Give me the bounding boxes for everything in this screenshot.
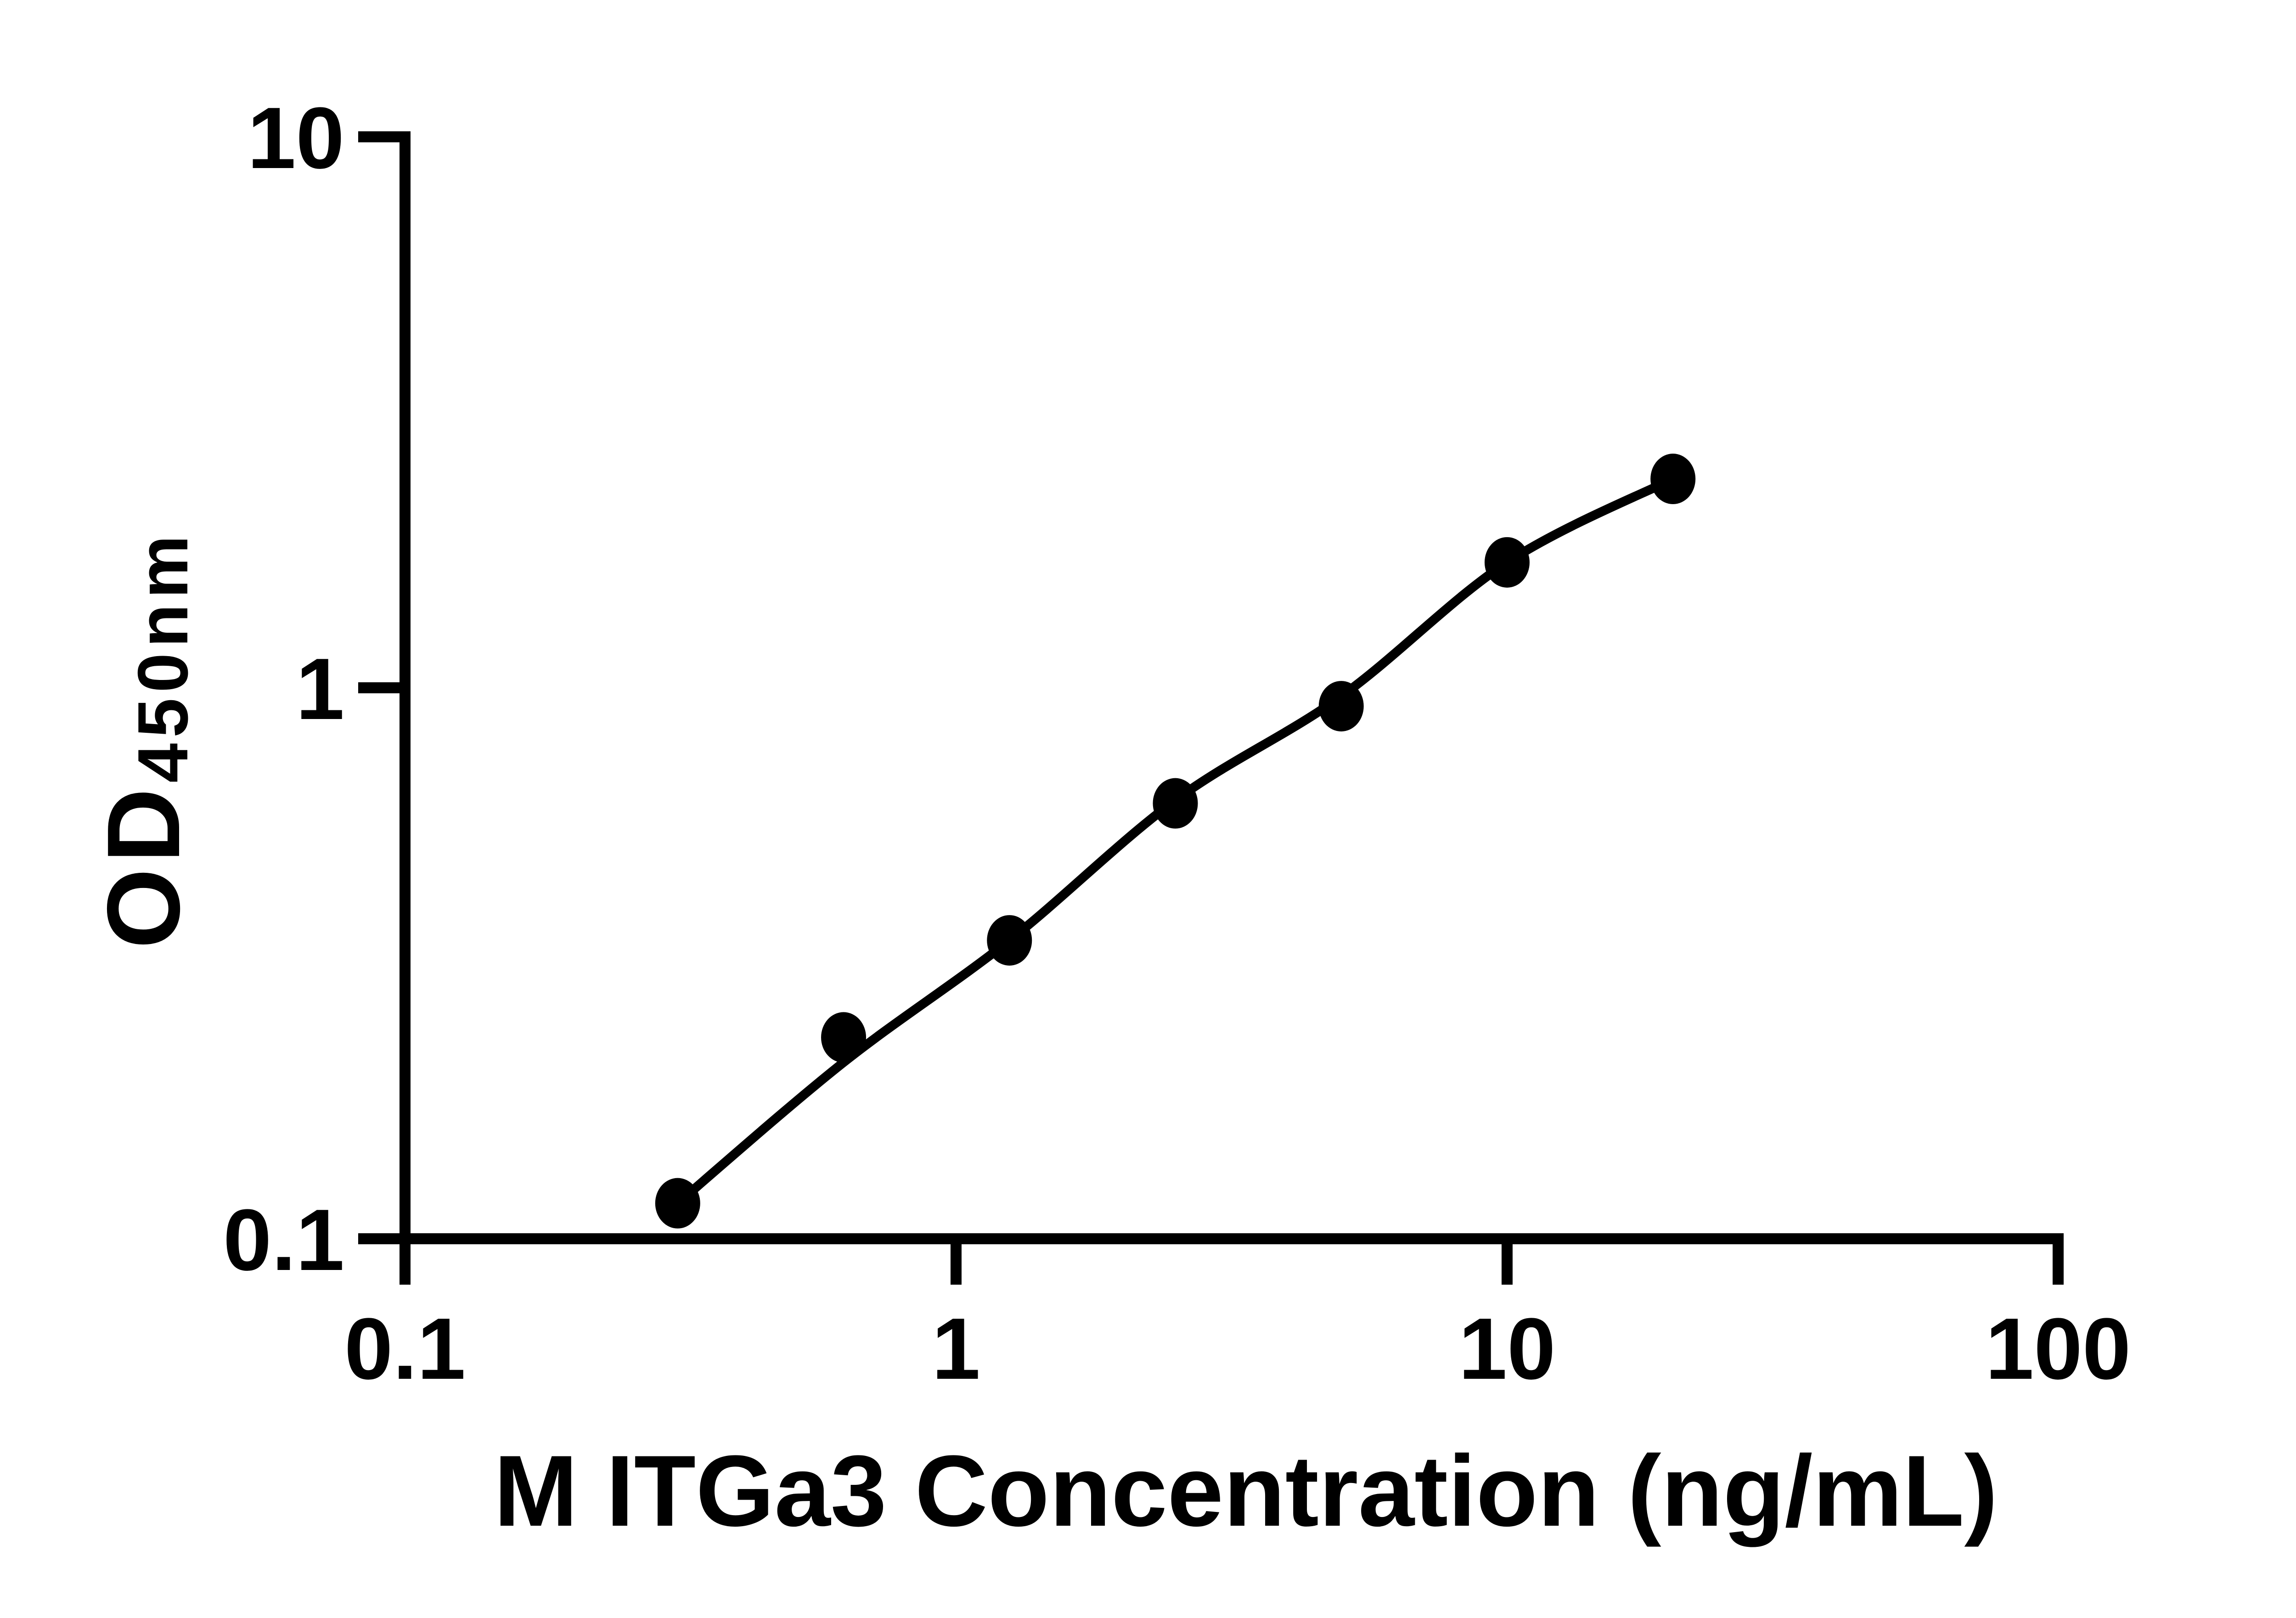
data-point-marker xyxy=(987,915,1032,966)
y-axis-title: OD450nm xyxy=(85,530,203,949)
x-axis-title: M ITGa3 Concentration (ng/mL) xyxy=(494,1434,1998,1547)
data-point-marker xyxy=(821,1012,867,1063)
x-ticks-layer: 0.1 1 10 100 xyxy=(344,1239,2131,1398)
x-tick-label: 1 xyxy=(932,1300,980,1398)
x-tick-label: 0.1 xyxy=(344,1300,466,1398)
fit-curve-line xyxy=(673,474,1678,1208)
axes-layer xyxy=(400,131,2064,1244)
data-point-marker xyxy=(1650,454,1696,505)
y-tick-label: 10 xyxy=(248,90,344,187)
data-point-marker xyxy=(1153,778,1198,829)
y-ticks-layer: 0.1 1 10 xyxy=(223,90,405,1289)
data-points-layer xyxy=(655,454,1696,1229)
y-tick-label: 0.1 xyxy=(223,1191,344,1289)
y-axis-title-main: OD xyxy=(85,783,201,949)
data-point-marker xyxy=(1318,681,1364,732)
x-tick-label: 100 xyxy=(1985,1300,2131,1398)
data-point-marker xyxy=(655,1178,700,1229)
y-axis-title-subscript: 450nm xyxy=(123,530,203,783)
y-tick-label: 1 xyxy=(296,640,344,738)
x-tick-label: 10 xyxy=(1458,1300,1555,1398)
data-point-marker xyxy=(1485,537,1530,588)
fit-curve-layer xyxy=(673,474,1678,1208)
